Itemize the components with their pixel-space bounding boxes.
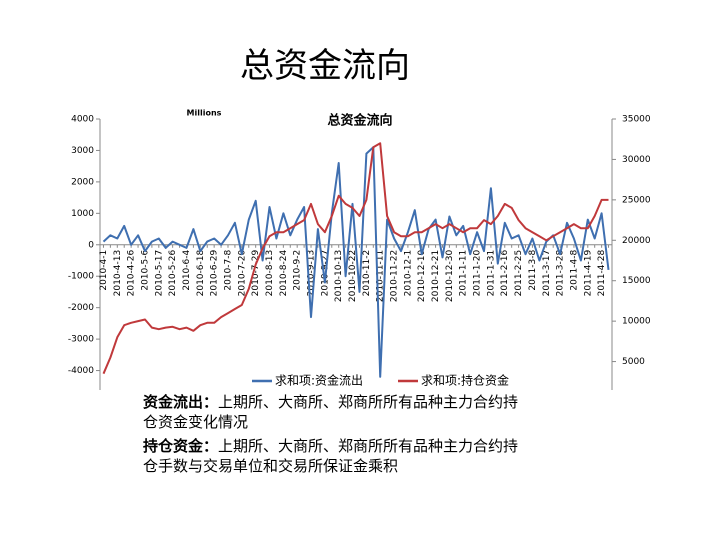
y-tick-label: -3000 — [68, 335, 94, 345]
y2-tick-label: 20000 — [622, 236, 651, 246]
x-tick-label: 2011-2-25 — [514, 250, 524, 297]
x-tick-label: 2010-12-10 — [417, 250, 427, 303]
y-tick-label: 3000 — [71, 146, 94, 156]
x-tick-label: 2011-4-19 — [583, 250, 593, 297]
x-tick-label: 2011-3-17 — [542, 250, 552, 297]
note-term: 资金流出： — [143, 393, 219, 411]
x-tick-label: 2010-6-29 — [210, 250, 220, 297]
y2-tick-label: 15000 — [622, 276, 651, 286]
y-tick-label: 1000 — [71, 209, 94, 219]
x-tick-label: 2010-12-30 — [445, 250, 455, 303]
x-tick-label: 2010-4-13 — [113, 250, 123, 297]
x-tick-label: 2010-8-24 — [279, 250, 289, 297]
y-tick-label: 2000 — [71, 177, 94, 187]
y-tick-label: -2000 — [68, 303, 94, 313]
x-tick-label: 2010-6-18 — [196, 250, 206, 297]
series-line — [102, 146, 610, 378]
notes: 资金流出：上期所、大商所、郑商所所有品种主力合约持仓资金变化情况 持仓资金：上期… — [143, 392, 533, 480]
note: 资金流出：上期所、大商所、郑商所所有品种主力合约持仓资金变化情况 — [143, 392, 533, 432]
x-tick-label: 2011-3-8 — [528, 250, 538, 291]
y-unit: Millions — [187, 109, 222, 118]
x-tick-label: 2010-7-8 — [224, 250, 234, 291]
x-tick-label: 2011-3-28 — [556, 250, 566, 297]
x-tick-label: 2011-1-20 — [473, 250, 483, 297]
x-tick-label: 2010-12-1 — [403, 250, 413, 297]
x-tick-label: 2011-4-8 — [569, 250, 579, 291]
x-tick-label: 2010-9-13 — [307, 250, 317, 297]
slide-title: 总资金流向 — [240, 46, 410, 86]
legend-label: 求和项:持仓资金 — [421, 373, 509, 388]
x-tick-label: 2010-7-29 — [251, 250, 261, 297]
x-tick-label: 2011-2-16 — [500, 250, 510, 297]
x-tick-label: 2010-7-20 — [237, 250, 247, 297]
y2-tick-label: 35000 — [622, 115, 651, 125]
x-tick-label: 2011-1-11 — [459, 250, 469, 297]
note-text: 上期所、大商所、郑商所所有品种主力合约持仓手数与交易单位和交易所保证金乘积 — [143, 437, 519, 475]
series-line — [102, 142, 609, 375]
x-tick-label: 2010-5-17 — [154, 250, 164, 297]
y2-tick-label: 10000 — [622, 317, 651, 327]
chart: 总资金流向 总资金流向 Millions -5000-4000-3000-200… — [68, 46, 651, 390]
y-tick-label: -4000 — [68, 366, 94, 376]
y2-tick-label: 30000 — [622, 155, 651, 165]
x-tick-label: 2010-5-26 — [168, 250, 178, 297]
chart-title: 总资金流向 — [327, 113, 392, 129]
legend-label: 求和项:资金流出 — [275, 373, 363, 388]
note-term: 持仓资金： — [143, 437, 219, 455]
note: 持仓资金：上期所、大商所、郑商所所有品种主力合约持仓手数与交易单位和交易所保证金… — [143, 436, 533, 476]
x-tick-label: 2010-12-21 — [431, 250, 441, 302]
x-tick-label: 2011-1-31 — [486, 250, 496, 297]
x-tick-label: 2010-4-1 — [99, 250, 109, 291]
x-tick-label: 2010-10-13 — [334, 250, 344, 302]
x-tick-label: 2010-5-6 — [140, 250, 150, 291]
x-tick-label: 2010-8-13 — [265, 250, 275, 297]
x-tick-label: 2010-6-4 — [182, 250, 192, 291]
y-tick-label: 4000 — [71, 115, 94, 125]
x-tick-label: 2010-9-2 — [293, 250, 303, 291]
y-tick-label: 0 — [88, 240, 94, 250]
y2-tick-label: 25000 — [622, 195, 651, 205]
y-tick-label: -1000 — [68, 272, 94, 282]
x-tick-label: 2010-11-11 — [376, 250, 386, 302]
y2-tick-label: 5000 — [622, 357, 645, 367]
note-text: 上期所、大商所、郑商所所有品种主力合约持仓资金变化情况 — [143, 393, 519, 431]
x-tick-label: 2010-4-26 — [127, 250, 137, 297]
x-tick-label: 2011-4-28 — [597, 250, 607, 297]
x-tick-label: 2010-11-2 — [362, 250, 372, 297]
x-tick-label: 2010-10-22 — [348, 250, 358, 302]
x-tick-label: 2010-11-22 — [390, 250, 400, 302]
